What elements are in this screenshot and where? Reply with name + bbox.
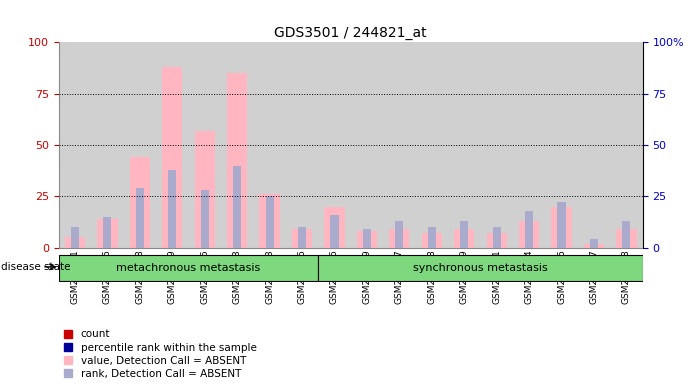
Bar (233, 166, 241, 248)
Text: disease state: disease state (1, 262, 71, 272)
Text: metachronous metastasis: metachronous metastasis (116, 263, 261, 273)
Bar (590, 240, 598, 248)
Bar (415, 42, 448, 248)
Bar (97, 219, 117, 248)
Bar (65, 237, 85, 248)
Bar (422, 233, 442, 248)
Text: synchronous metastasis: synchronous metastasis (413, 263, 548, 273)
Bar (71, 227, 79, 248)
Bar (324, 207, 345, 248)
Bar (135, 188, 144, 248)
Bar (486, 233, 507, 248)
Bar (130, 157, 150, 248)
Bar (480, 42, 513, 248)
Bar (330, 215, 339, 248)
Bar (319, 255, 643, 281)
Bar (448, 42, 480, 248)
Bar (623, 221, 630, 248)
Bar (298, 227, 306, 248)
Bar (389, 229, 410, 248)
Bar (168, 170, 176, 248)
Bar (195, 131, 215, 248)
Bar (558, 202, 566, 248)
Bar (454, 229, 474, 248)
Bar (513, 42, 545, 248)
Bar (292, 229, 312, 248)
Bar (59, 42, 91, 248)
Title: GDS3501 / 244821_at: GDS3501 / 244821_at (274, 26, 427, 40)
Bar (189, 42, 221, 248)
Bar (259, 194, 280, 248)
Bar (156, 42, 189, 248)
Bar (91, 42, 124, 248)
Bar (319, 42, 350, 248)
Bar (428, 227, 436, 248)
Bar (616, 229, 636, 248)
Bar (104, 217, 111, 248)
Bar (254, 42, 286, 248)
Bar (551, 207, 571, 248)
Bar (519, 221, 539, 248)
Bar (286, 42, 319, 248)
Bar (221, 42, 254, 248)
Bar (265, 196, 274, 248)
Bar (124, 42, 156, 248)
Bar (584, 243, 604, 248)
Legend: count, percentile rank within the sample, value, Detection Call = ABSENT, rank, : count, percentile rank within the sample… (64, 329, 256, 379)
Bar (350, 42, 383, 248)
Bar (395, 221, 404, 248)
Bar (460, 221, 468, 248)
Bar (610, 42, 643, 248)
Bar (578, 42, 610, 248)
Bar (200, 190, 209, 248)
Bar (383, 42, 415, 248)
Bar (162, 67, 182, 248)
Bar (227, 73, 247, 248)
Bar (525, 211, 533, 248)
Bar (493, 227, 501, 248)
Bar (357, 231, 377, 248)
Bar (363, 229, 371, 248)
Bar (59, 255, 319, 281)
Bar (545, 42, 578, 248)
